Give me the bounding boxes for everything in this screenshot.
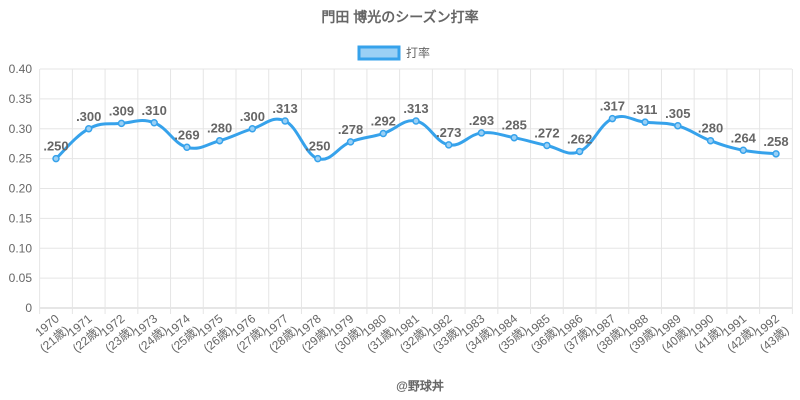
data-label: .264 (731, 130, 757, 145)
data-point[interactable] (248, 125, 257, 133)
y-tick-label: 0.15 (9, 211, 33, 225)
data-label: .313 (272, 101, 297, 116)
data-point[interactable] (281, 117, 289, 125)
data-label: .280 (698, 121, 723, 136)
y-tick-label: 0.10 (9, 241, 33, 255)
data-label: .269 (174, 127, 199, 142)
data-label: .293 (469, 113, 494, 128)
data-point[interactable] (510, 133, 518, 142)
legend-swatch (357, 45, 401, 61)
data-label: .313 (403, 101, 428, 116)
legend[interactable]: 打率 (357, 45, 430, 61)
data-label: .310 (142, 103, 167, 118)
data-point[interactable] (52, 154, 60, 163)
data-label: .262 (567, 131, 592, 146)
data-point[interactable] (772, 150, 780, 158)
data-label: .273 (436, 125, 461, 140)
data-point[interactable] (739, 146, 748, 155)
data-point[interactable] (84, 125, 93, 133)
y-tick-label: 0.35 (9, 92, 33, 106)
data-point[interactable] (444, 141, 453, 149)
x-tick-label: 1970(21歳) (27, 311, 71, 355)
data-point[interactable] (543, 141, 551, 150)
data-point[interactable] (346, 138, 355, 146)
data-label: .278 (338, 122, 363, 137)
data-label: .300 (240, 109, 265, 124)
data-point[interactable] (117, 119, 126, 128)
y-tick-label: 0 (25, 301, 32, 315)
y-tick-label: 0.40 (9, 62, 33, 76)
data-label: .272 (534, 125, 559, 140)
data-label: .250 (305, 139, 330, 154)
data-label: .280 (207, 121, 232, 136)
y-tick-label: 0.30 (9, 122, 33, 136)
data-point[interactable] (706, 136, 715, 145)
legend-label: 打率 (406, 45, 430, 60)
y-tick-label: 0.25 (9, 152, 33, 166)
data-label: .305 (665, 106, 690, 121)
data-label: .300 (76, 109, 101, 124)
data-label: .250 (43, 139, 68, 154)
data-label: .309 (109, 103, 134, 118)
credit: @野球丼 (396, 378, 444, 393)
data-point[interactable] (674, 122, 682, 130)
data-point[interactable] (412, 117, 420, 125)
data-label: .311 (633, 102, 658, 117)
data-point[interactable] (575, 147, 584, 156)
y-tick-label: 0.20 (9, 182, 33, 196)
data-label: .258 (763, 134, 788, 149)
y-tick-label: 0.05 (9, 271, 33, 285)
data-point[interactable] (379, 129, 388, 138)
data-point[interactable] (215, 136, 224, 145)
data-label: .285 (502, 118, 527, 133)
data-point[interactable] (477, 129, 486, 137)
data-point[interactable] (150, 119, 158, 127)
data-point[interactable] (183, 143, 191, 152)
data-label: .292 (371, 114, 396, 129)
data-point[interactable] (608, 114, 617, 123)
data-point[interactable] (314, 154, 322, 163)
data-label: .317 (600, 99, 625, 114)
chart-title: 門田 博光のシーズン打率 (321, 9, 478, 25)
data-point[interactable] (641, 118, 649, 126)
